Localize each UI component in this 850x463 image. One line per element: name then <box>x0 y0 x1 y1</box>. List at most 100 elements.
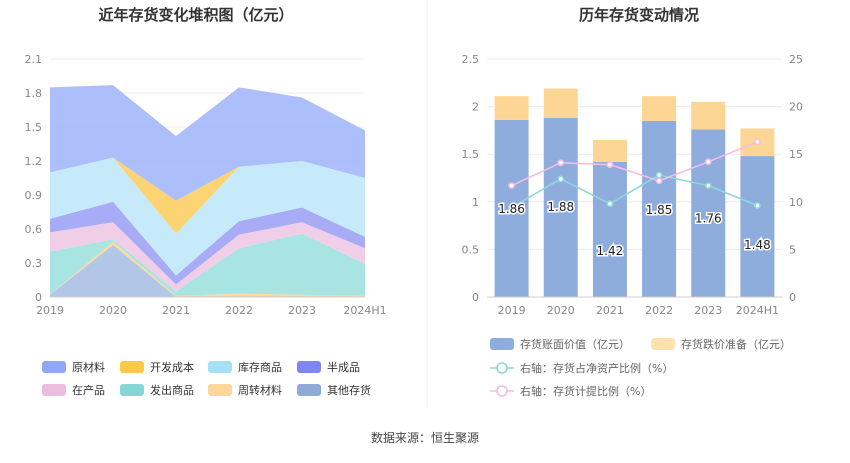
right-y-tick-label: 2 <box>472 101 479 114</box>
line-point-0 <box>606 200 614 208</box>
right-x-tick-label: 2019 <box>498 304 526 317</box>
right-x-tick-label: 2021 <box>596 304 624 317</box>
line-point-1 <box>655 177 663 185</box>
bar-book-value <box>642 120 677 297</box>
right-y-tick-label: 2.5 <box>462 53 480 66</box>
right-y2-tick-label: 5 <box>789 243 796 256</box>
legend-label-right-2: 右轴：存货占净资产比例（%） <box>520 361 673 375</box>
legend-label-周转材料: 周转材料 <box>238 383 282 397</box>
left-y-tick-label: 1.5 <box>25 121 43 134</box>
right-y2-tick-label: 15 <box>789 148 803 161</box>
bar-value-label: 1.76 <box>695 211 722 225</box>
legend-label-原材料: 原材料 <box>72 360 105 374</box>
right-x-tick-label: 2020 <box>547 304 575 317</box>
legend-label-半成品: 半成品 <box>327 360 360 374</box>
bar-value-label: 1.85 <box>646 203 673 217</box>
right-y-tick-label: 0 <box>472 291 479 304</box>
line-point-0 <box>754 202 761 210</box>
bar-value-label: 1.88 <box>547 200 574 214</box>
line-point-1 <box>557 159 565 167</box>
line-point-0 <box>655 171 663 179</box>
area-series-半成品 <box>50 201 365 285</box>
legend-swatch-开发成本 <box>120 361 144 373</box>
right-y-tick-label: 1 <box>472 196 479 209</box>
right-y2-tick-label: 25 <box>789 53 803 66</box>
legend-marker-right-3 <box>496 385 508 397</box>
legend-swatch-发出商品 <box>120 384 144 396</box>
right-y-tick-label: 1.5 <box>462 148 480 161</box>
area-series-发出商品 <box>50 233 365 296</box>
left-chart-title: 近年存货变化堆积图（亿元） <box>98 6 293 24</box>
left-x-tick-label: 2020 <box>99 304 127 317</box>
right-x-tick-label: 2024H1 <box>736 304 779 317</box>
legend-swatch-原材料 <box>42 361 66 373</box>
bar-book-value <box>543 118 578 297</box>
legend-swatch-其他存货 <box>297 384 321 396</box>
bar-impairment <box>642 96 677 121</box>
area-series-在产品 <box>50 222 365 292</box>
line-point-0 <box>508 204 515 211</box>
left-y-tick-label: 0.9 <box>25 189 43 202</box>
right-bar-line-chart: 0 0.5 1 1.5 2 2.5 0 5 10 15 20 25 2019 2020 2021 2022 20… <box>462 53 804 398</box>
legend-label-其他存货: 其他存货 <box>327 383 371 397</box>
bar-impairment <box>592 139 627 162</box>
right-y2-tick-label: 0 <box>789 291 796 304</box>
left-y-tick-label: 1.2 <box>25 155 43 168</box>
line-point-1 <box>754 138 761 146</box>
left-y-tick-label: 0 <box>35 291 42 304</box>
right-chart-title: 历年存货变动情况 <box>579 6 699 24</box>
right-x-tick-label: 2022 <box>645 304 673 317</box>
legend-swatch-在产品 <box>42 384 66 396</box>
right-x-tick-label: 2023 <box>694 304 722 317</box>
bar-impairment <box>691 101 726 130</box>
right-y2-tick-label: 20 <box>789 101 803 114</box>
right-y-tick-label: 0.5 <box>462 243 480 256</box>
line-point-0 <box>704 182 712 190</box>
line-series-0 <box>511 174 758 209</box>
legend-label-right-1: 存货跌价准备（亿元） <box>681 337 791 351</box>
bar-value-label: 1.86 <box>498 202 525 216</box>
legend-label-库存商品: 库存商品 <box>238 360 282 374</box>
left-x-tick-label: 2022 <box>225 304 253 317</box>
line-point-1 <box>606 161 614 169</box>
area-series-其他存货 <box>50 244 365 297</box>
left-y-tick-label: 0.3 <box>25 257 43 270</box>
left-y-tick-label: 0.6 <box>25 223 43 236</box>
legend-label-开发成本: 开发成本 <box>150 360 194 374</box>
area-series-周转材料 <box>50 241 365 297</box>
bar-impairment <box>543 88 578 119</box>
legend-label-发出商品: 发出商品 <box>150 383 194 397</box>
left-y-tick-label: 2.1 <box>25 53 43 66</box>
area-series-原材料 <box>50 85 365 201</box>
bar-impairment <box>494 96 529 120</box>
left-y-tick-label: 1.8 <box>25 87 43 100</box>
legend-swatch-right-0 <box>490 338 514 350</box>
left-stacked-area-chart: 0 0.3 0.6 0.9 1.2 1.5 1.8 2.1 2019 2020 2021 2022 20… <box>25 53 387 397</box>
bar-book-value <box>740 156 775 297</box>
legend-swatch-半成品 <box>297 361 321 373</box>
legend-label-在产品: 在产品 <box>72 383 105 397</box>
bar-value-label: 1.48 <box>744 238 771 252</box>
left-x-tick-label: 2019 <box>36 304 64 317</box>
area-series-库存商品 <box>50 157 365 276</box>
line-series-1 <box>511 141 758 187</box>
line-point-1 <box>508 182 515 190</box>
line-point-0 <box>557 175 565 183</box>
left-x-tick-label: 2024H1 <box>343 304 386 317</box>
legend-swatch-库存商品 <box>208 361 232 373</box>
legend-marker-right-2 <box>496 362 508 374</box>
right-y2-tick-label: 10 <box>789 196 803 209</box>
bar-book-value <box>592 161 627 297</box>
left-x-tick-label: 2021 <box>162 304 190 317</box>
legend-label-right-3: 右轴：存货计提比例（%） <box>520 384 651 398</box>
line-point-1 <box>704 158 712 166</box>
area-series-开发成本 <box>50 157 365 234</box>
data-source: 数据来源：恒生聚源 <box>371 430 479 445</box>
legend-swatch-right-1 <box>651 338 675 350</box>
legend-label-right-0: 存货账面价值（亿元） <box>520 337 630 351</box>
legend-swatch-周转材料 <box>208 384 232 396</box>
left-x-tick-label: 2023 <box>288 304 316 317</box>
bar-value-label: 1.42 <box>597 244 624 258</box>
